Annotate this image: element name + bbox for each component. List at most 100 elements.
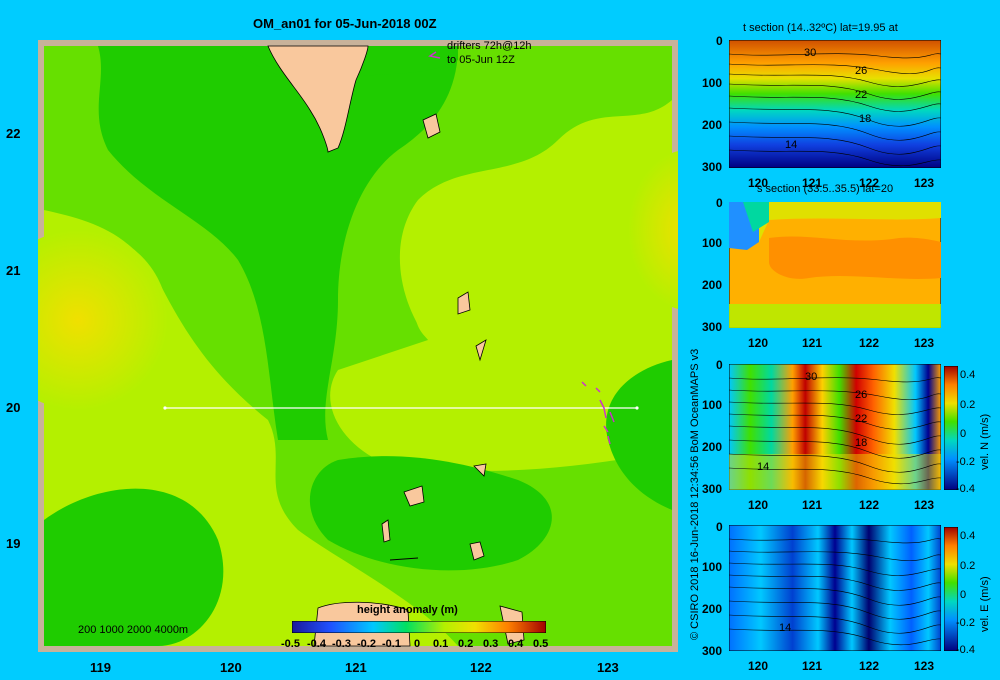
height-colorbar [292, 621, 546, 633]
vn-x-tick: 122 [859, 498, 880, 512]
colorbar-tick: -0.4 [307, 638, 326, 650]
drifters-label: drifters 72h@12h [447, 40, 532, 52]
vn-x-tick: 120 [748, 498, 769, 512]
main-map-title: OM_an01 for 05-Jun-2018 00Z [253, 16, 437, 31]
vn-y-tick: 0 [716, 358, 723, 372]
island [422, 113, 441, 139]
t-contour-label: 22 [855, 89, 867, 101]
t-x-tick: 123 [914, 176, 935, 190]
map-y-tick: 22 [6, 126, 21, 141]
t-y-tick: 0 [716, 34, 723, 48]
t-x-tick: 122 [859, 176, 880, 190]
land-taiwan [267, 45, 369, 153]
s-x-tick: 123 [914, 336, 935, 350]
ve-colorbar-tick: 0 [960, 589, 967, 601]
map-x-tick: 120 [220, 660, 242, 675]
s-fresh-edge [743, 202, 769, 232]
ve-contour-label: 14 [779, 622, 791, 634]
t-section-plot: 30 26 22 18 14 [729, 40, 941, 168]
map-x-tick: 122 [470, 660, 492, 675]
t-contour-label: 26 [855, 65, 867, 77]
s-upper-band [729, 202, 941, 246]
ve-colorbar-tick: 0.4 [960, 530, 976, 542]
map-y-tick: 20 [6, 400, 21, 415]
vn-x-tick: 121 [802, 498, 823, 512]
section-line-end [635, 406, 639, 410]
yellow-patch-east [628, 151, 678, 309]
vn-y-tick: 200 [702, 440, 723, 454]
map-x-tick: 121 [345, 660, 367, 675]
map-x-tick: 119 [90, 660, 111, 675]
s-section-title: s section (33.5..35.5) lat=20 [757, 183, 894, 195]
yellow-green-patch [415, 281, 500, 353]
main-map [38, 40, 678, 652]
t-section-field [729, 40, 941, 168]
vn-colorbar [944, 366, 958, 490]
ve-section-plot: 14 [729, 525, 941, 651]
t-y-tick: 300 [702, 160, 723, 174]
t-x-tick: 121 [802, 176, 823, 190]
yellow-patch-west [38, 230, 168, 410]
island [473, 463, 487, 477]
green-patch-south [309, 456, 552, 571]
vn-contour-label: 30 [805, 371, 817, 383]
vn-contour-label: 26 [855, 389, 867, 401]
vn-colorbar-tick: -0.4 [956, 483, 975, 495]
island [469, 541, 485, 561]
island [381, 519, 391, 543]
vn-y-tick: 100 [702, 398, 723, 412]
map-y-tick: 21 [6, 263, 21, 278]
colorbar-tick: 0 [414, 638, 421, 650]
colorbar-tick: 0.4 [508, 638, 524, 650]
s-x-tick: 120 [748, 336, 769, 350]
colorbar-tick: -0.1 [382, 638, 401, 650]
island [475, 339, 487, 362]
ve-colorbar-label: vel. E (m/s) [979, 576, 991, 632]
s-y-tick: 100 [702, 236, 723, 250]
t-contours [729, 53, 941, 167]
vn-colorbar-label: vel. N (m/s) [979, 413, 991, 470]
ve-x-tick: 122 [859, 659, 880, 673]
vn-section-plot: 30 26 22 18 14 [729, 364, 941, 490]
section-line-start [163, 406, 167, 410]
colorbar-tick: -0.2 [357, 638, 376, 650]
t-y-tick: 200 [702, 118, 723, 132]
s-x-tick: 122 [859, 336, 880, 350]
depth-legend: 200 1000 2000 4000m [78, 624, 189, 636]
ve-y-tick: 200 [702, 602, 723, 616]
s-section-plot [729, 202, 941, 328]
map-y-tick: 19 [6, 536, 21, 551]
colorbar-ticks: -0.5 -0.4 -0.3 -0.2 -0.1 0 0.1 0.2 0.3 0… [281, 638, 561, 654]
s-x-tick: 121 [802, 336, 823, 350]
drifter-tracks [428, 51, 615, 445]
ve-colorbar [944, 527, 958, 651]
drifters-time-label: to 05-Jun 12Z [447, 54, 515, 66]
green-patch-east [606, 360, 672, 510]
t-x-tick: 120 [748, 176, 769, 190]
vn-contour-label: 14 [757, 461, 769, 473]
colorbar-tick: 0.3 [483, 638, 499, 650]
s-core [769, 236, 941, 279]
vn-contours [729, 377, 941, 485]
s-deep-band [729, 304, 941, 328]
ve-x-tick: 123 [914, 659, 935, 673]
vn-contour-label: 22 [855, 413, 867, 425]
island [403, 485, 425, 507]
vn-colorbar-tick: 0 [960, 428, 967, 440]
t-y-tick: 100 [702, 76, 723, 90]
ve-y-tick: 100 [702, 560, 723, 574]
t-contour-label: 18 [859, 113, 871, 125]
s-y-tick: 300 [702, 320, 723, 334]
vn-contour-label: 18 [855, 437, 867, 449]
ve-colorbar-tick: -0.2 [956, 617, 975, 629]
map-x-tick: 123 [597, 660, 619, 675]
height-anomaly-field [38, 46, 678, 646]
t-contour-label: 30 [804, 47, 816, 59]
ve-y-tick: 0 [716, 520, 723, 534]
s-y-tick: 200 [702, 278, 723, 292]
colorbar-tick: 0.5 [533, 638, 549, 650]
reef [389, 557, 419, 561]
green-patch-southwest [44, 488, 224, 646]
ve-colorbar-tick: -0.4 [956, 644, 975, 656]
ve-x-tick: 121 [802, 659, 823, 673]
